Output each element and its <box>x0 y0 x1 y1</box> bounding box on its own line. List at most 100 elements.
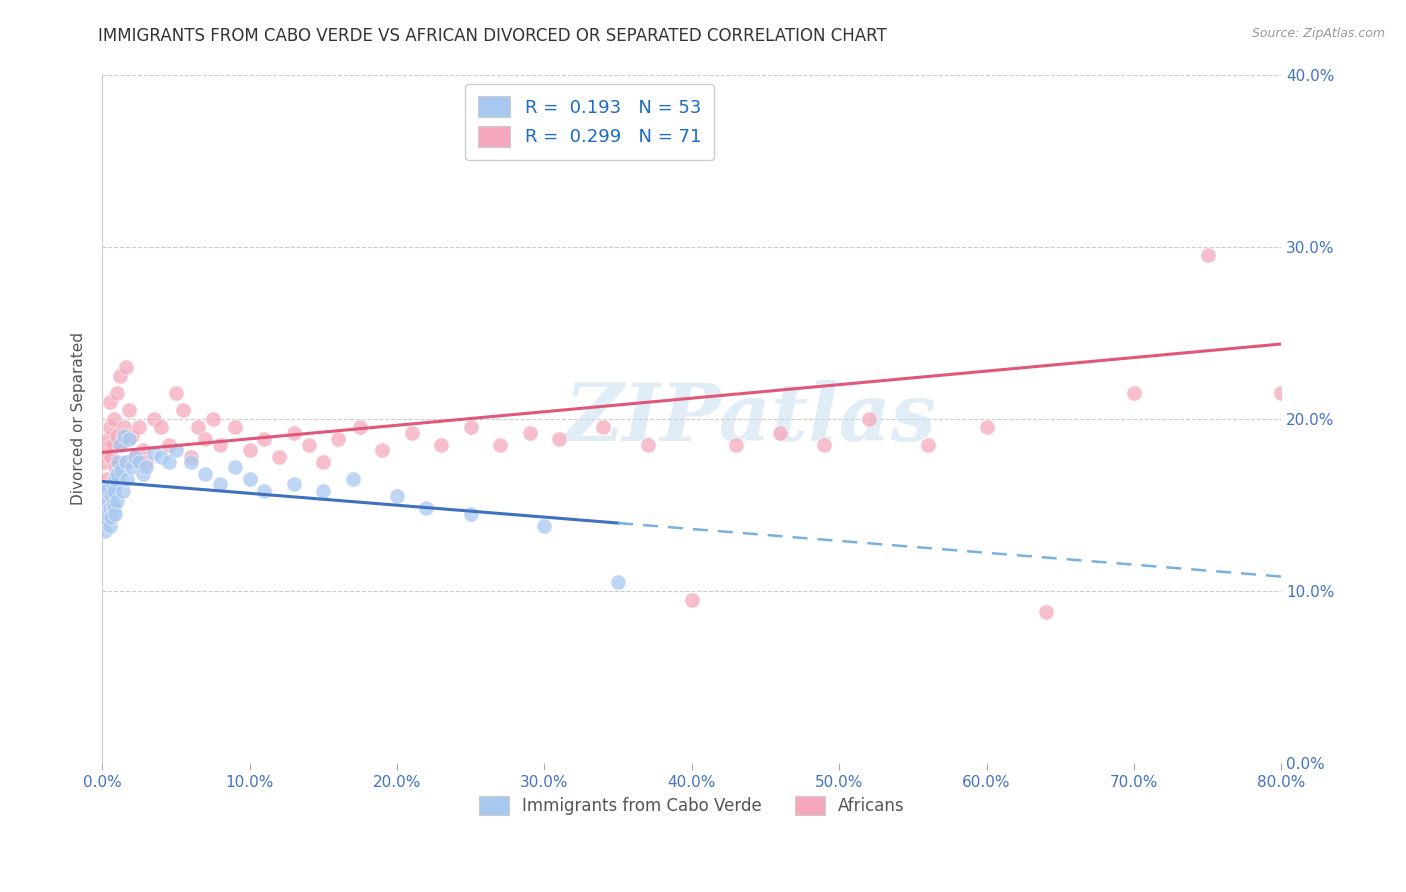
Point <box>112 429 135 443</box>
Point <box>460 507 482 521</box>
Point <box>104 460 127 475</box>
Point <box>98 420 121 434</box>
Point <box>105 429 128 443</box>
Point <box>132 467 155 481</box>
Point <box>94 442 117 457</box>
Point <box>312 484 335 499</box>
Point <box>430 437 453 451</box>
Point <box>312 455 335 469</box>
Point <box>94 489 117 503</box>
Point <box>103 501 125 516</box>
Point <box>100 489 122 503</box>
Point <box>128 420 150 434</box>
Point <box>114 455 136 469</box>
Point <box>118 433 141 447</box>
Point <box>1315 170 1337 185</box>
Point <box>283 477 305 491</box>
Point <box>172 403 194 417</box>
Point <box>103 484 125 499</box>
Point <box>104 472 127 486</box>
Point <box>114 360 136 375</box>
Point <box>96 494 118 508</box>
Point <box>976 420 998 434</box>
Point <box>121 460 143 475</box>
Point <box>724 437 747 451</box>
Text: Source: ZipAtlas.com: Source: ZipAtlas.com <box>1251 27 1385 40</box>
Point <box>194 433 217 447</box>
Point <box>100 510 122 524</box>
Point <box>135 455 157 469</box>
Point <box>97 481 120 495</box>
Point <box>326 433 349 447</box>
Point <box>96 511 118 525</box>
Point <box>1270 386 1292 401</box>
Point <box>103 412 125 426</box>
Point <box>128 455 150 469</box>
Point <box>1123 386 1146 401</box>
Point <box>681 592 703 607</box>
Point <box>267 450 290 464</box>
Point <box>165 386 187 401</box>
Point <box>813 437 835 451</box>
Point <box>124 450 146 464</box>
Point <box>94 498 117 512</box>
Point <box>96 472 118 486</box>
Point <box>94 524 117 538</box>
Point <box>157 455 180 469</box>
Point <box>157 437 180 451</box>
Point <box>96 484 118 499</box>
Point <box>239 442 262 457</box>
Point <box>117 472 139 486</box>
Text: IMMIGRANTS FROM CABO VERDE VS AFRICAN DIVORCED OR SEPARATED CORRELATION CHART: IMMIGRANTS FROM CABO VERDE VS AFRICAN DI… <box>98 27 887 45</box>
Point <box>201 412 224 426</box>
Point <box>607 575 630 590</box>
Point <box>194 467 217 481</box>
Point <box>124 450 146 464</box>
Point <box>98 394 121 409</box>
Point <box>101 477 124 491</box>
Point <box>112 420 135 434</box>
Point <box>93 501 115 516</box>
Point <box>180 455 202 469</box>
Point <box>342 472 364 486</box>
Point <box>121 429 143 443</box>
Point <box>297 437 319 451</box>
Point <box>253 433 276 447</box>
Point <box>118 403 141 417</box>
Text: ZIPatlas: ZIPatlas <box>565 380 936 458</box>
Point <box>1388 102 1406 116</box>
Point <box>142 446 165 460</box>
Point <box>107 472 129 486</box>
Point <box>460 420 482 434</box>
Point <box>371 442 394 457</box>
Point <box>209 437 232 451</box>
Point <box>107 455 129 469</box>
Point <box>105 467 128 481</box>
Point <box>150 450 173 464</box>
Point <box>105 494 128 508</box>
Point <box>187 420 209 434</box>
Point <box>548 433 571 447</box>
Point <box>111 484 134 499</box>
Point <box>142 412 165 426</box>
Point <box>1035 605 1057 619</box>
Point <box>519 425 541 440</box>
Point <box>101 437 124 451</box>
Point <box>1358 274 1381 288</box>
Point <box>180 450 202 464</box>
Point <box>224 460 246 475</box>
Point <box>98 518 121 533</box>
Point <box>165 442 187 457</box>
Point <box>135 460 157 475</box>
Y-axis label: Divorced or Separated: Divorced or Separated <box>72 333 86 506</box>
Point <box>117 455 139 469</box>
Point <box>98 501 121 516</box>
Point <box>97 507 120 521</box>
Point <box>93 515 115 529</box>
Point <box>385 489 408 503</box>
Point <box>110 463 132 477</box>
Point <box>105 386 128 401</box>
Point <box>150 420 173 434</box>
Point <box>533 518 555 533</box>
Point <box>283 425 305 440</box>
